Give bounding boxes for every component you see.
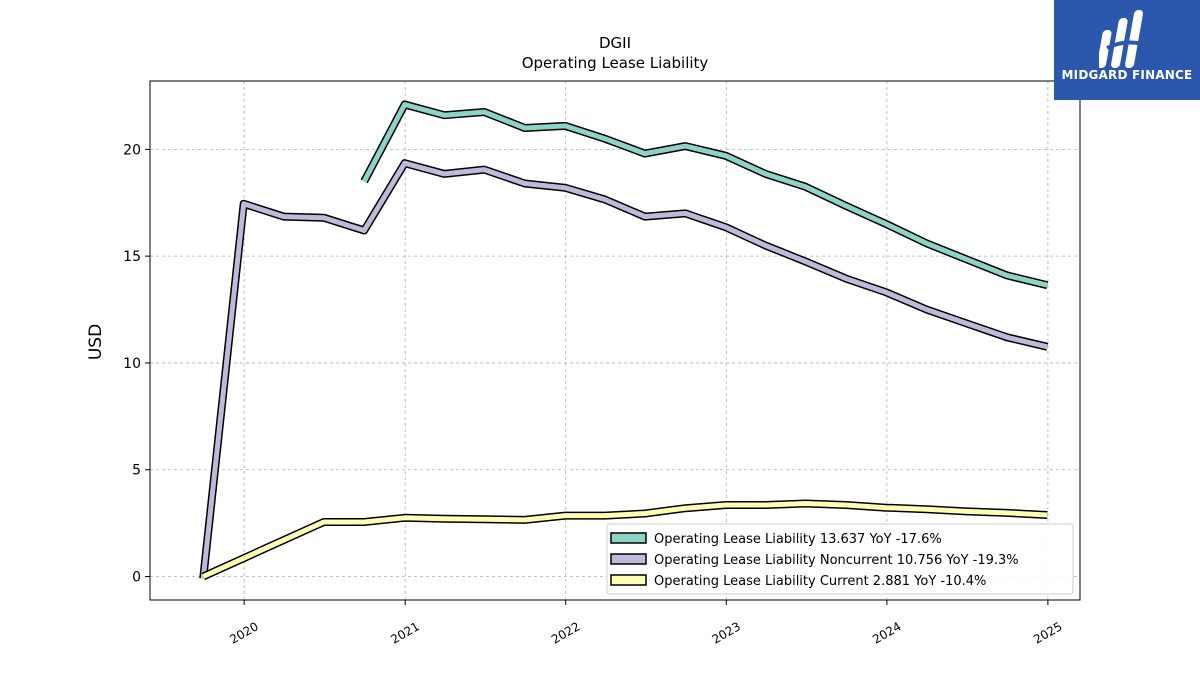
legend-swatch-0 [610,532,647,544]
legend-box [606,523,1074,595]
x-tick-label: 2021 [388,619,421,646]
chart-subtitle: Operating Lease Liability [522,54,709,72]
legend-entry-2: Operating Lease Liability Current 2.881 … [654,574,986,589]
x-tick-label: 2022 [549,619,582,646]
y-axis-label: USD [86,324,106,360]
legend-swatch-1 [610,553,647,565]
x-tick-label: 2023 [710,619,743,646]
brand-mark-icon [1099,10,1150,68]
legend-entry-0: Operating Lease Liability 13.637 YoY -17… [654,532,942,547]
x-tick-label: 2020 [227,619,260,646]
legend-swatch-2 [610,574,647,586]
x-tick-label: 2025 [1031,619,1064,646]
x-tick-label: 2024 [870,619,903,646]
series-line-1 [200,160,1048,579]
series-line-0 [361,102,1048,288]
plot-frame [149,80,1081,601]
series-layer [199,100,1049,581]
grid-layer [150,81,1080,600]
y-tick-label: 5 [132,463,141,479]
y-tick-label: 10 [123,356,141,372]
series-outline-0 [360,100,1049,290]
y-tick-label: 0 [132,570,141,586]
legend: Operating Lease Liability 13.637 YoY -17… [606,523,1074,595]
y-tick-label: 15 [123,249,141,265]
chart-title: DGII [599,34,631,52]
series-line-2 [202,501,1048,579]
legend-entry-1: Operating Lease Liability Noncurrent 10.… [654,553,1019,568]
y-tick-label: 20 [123,142,141,158]
brand-logo: MIDGARD FINANCE [1054,0,1200,100]
brand-name: MIDGARD FINANCE [1061,68,1193,82]
